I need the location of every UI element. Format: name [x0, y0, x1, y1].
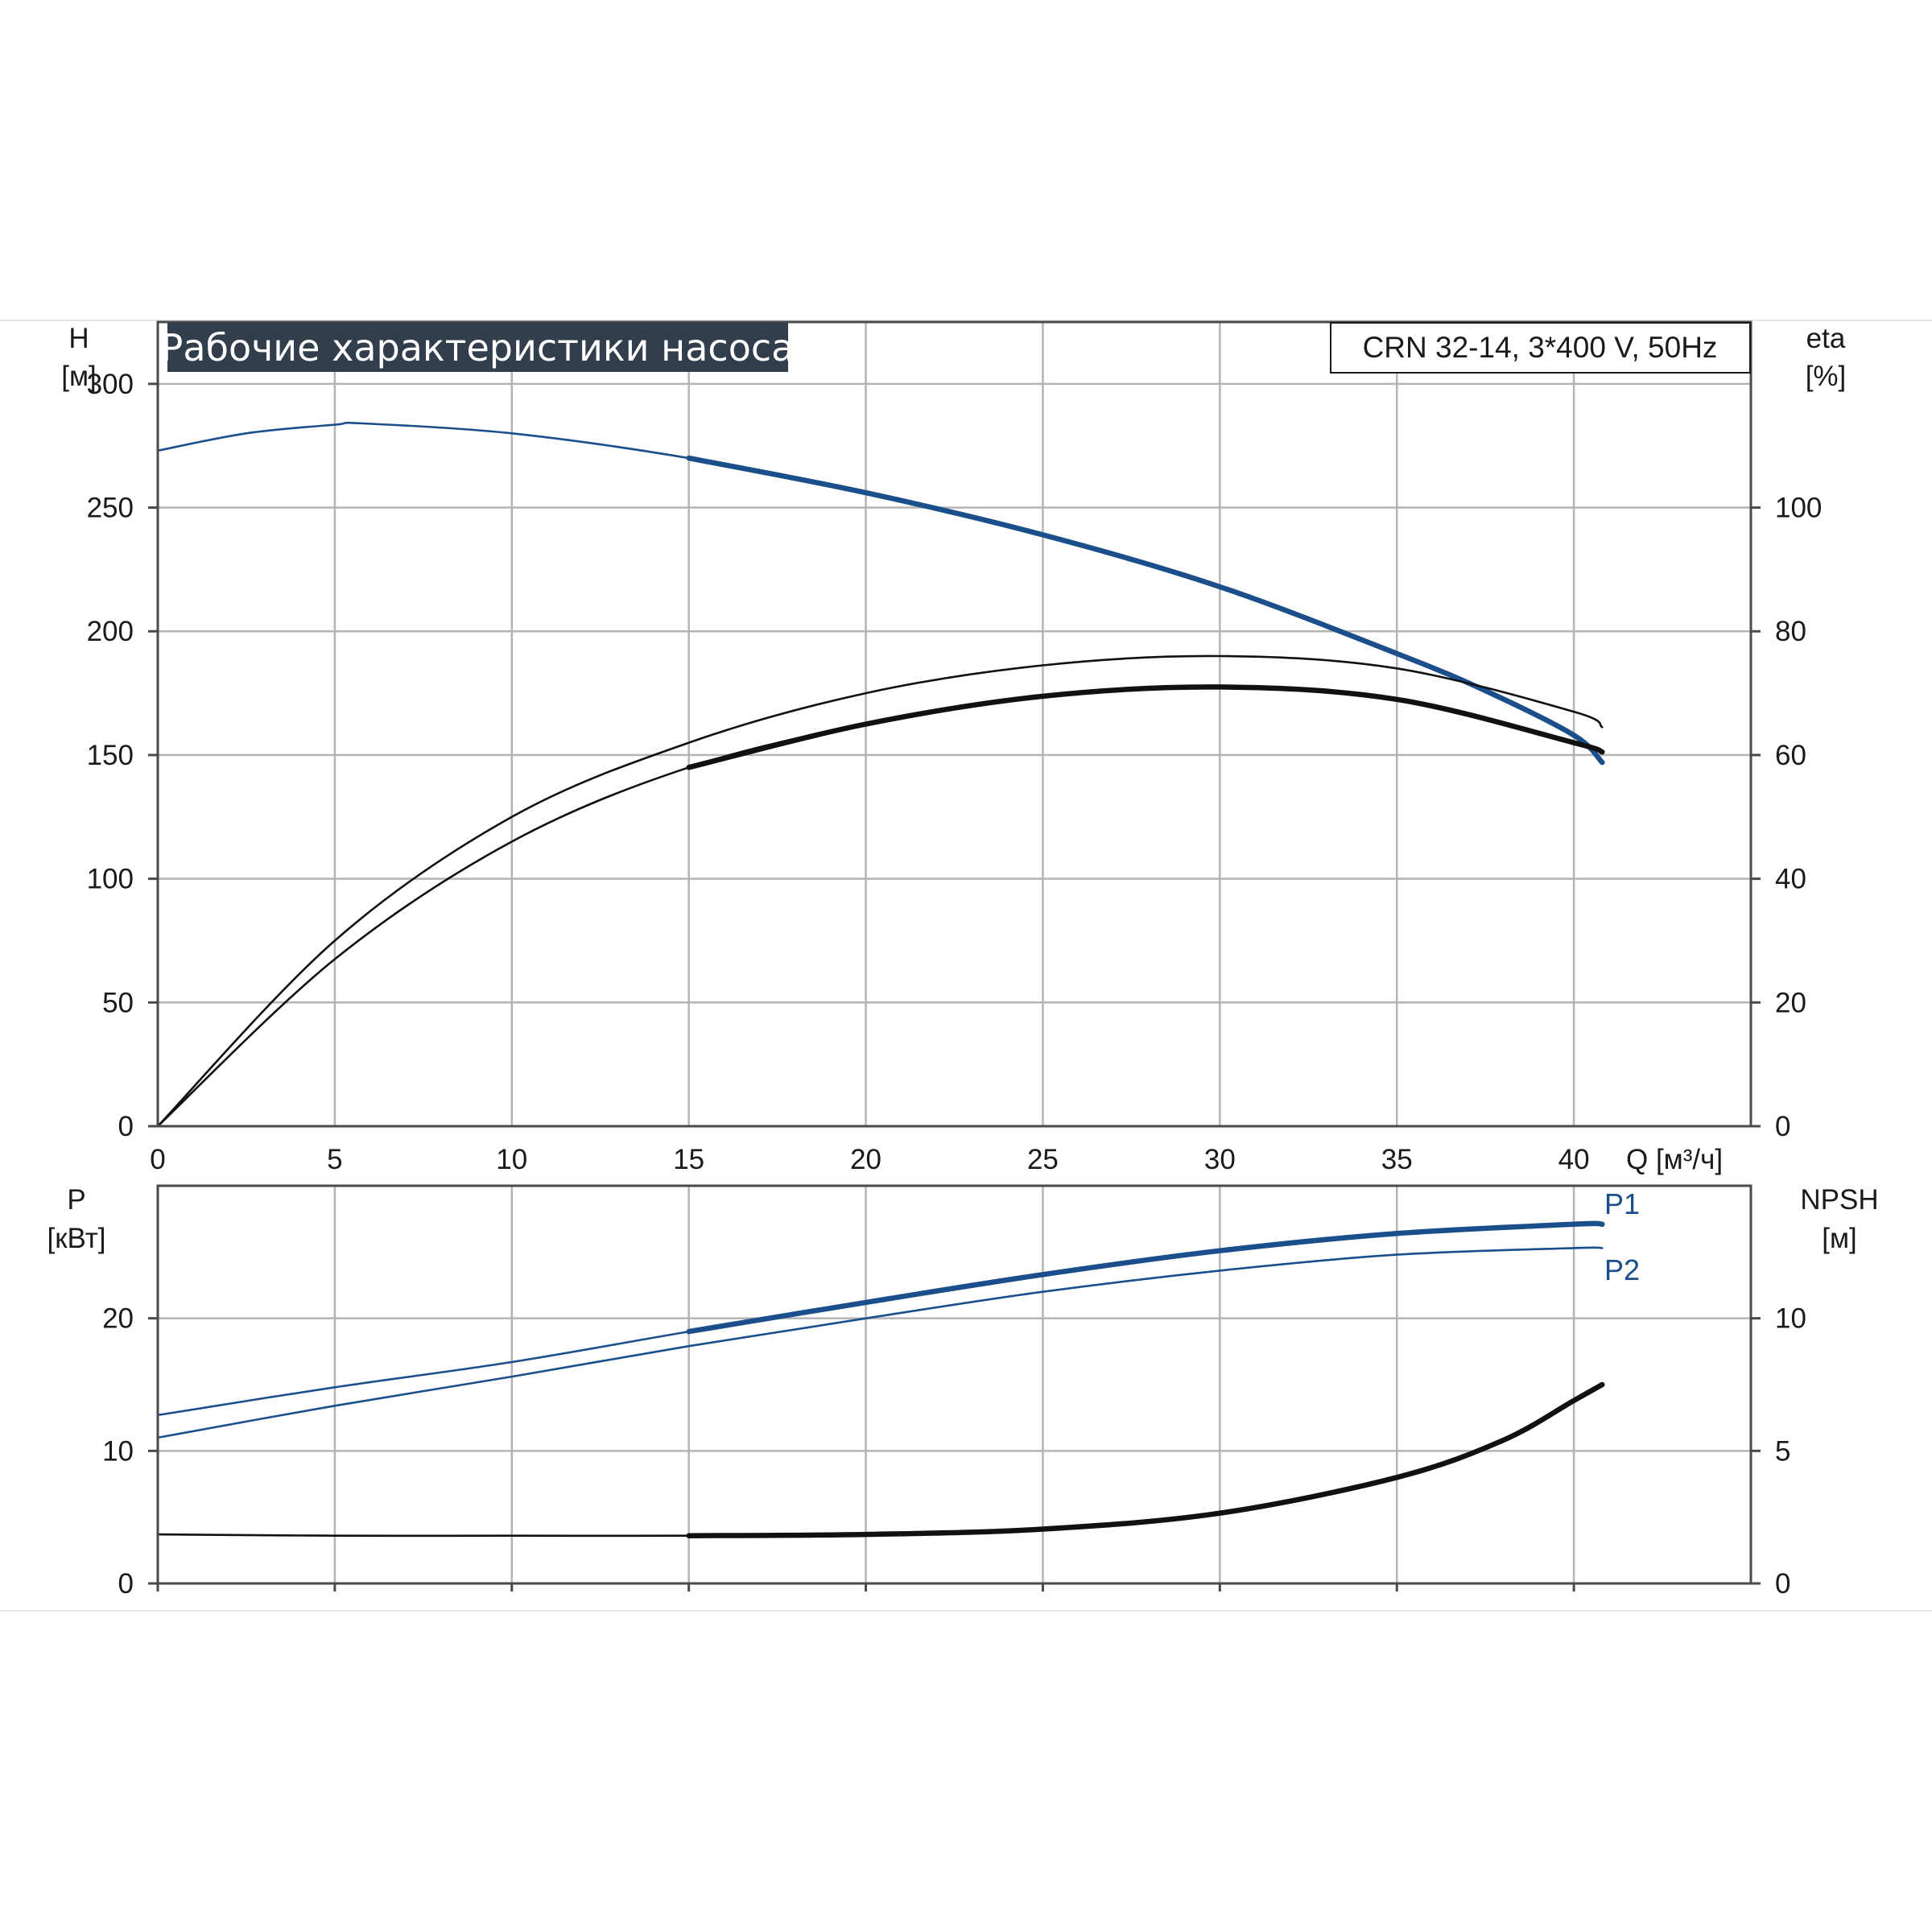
p2-series-label: P2 [1604, 1253, 1640, 1286]
series-NPSH-operating-range [686, 1381, 1605, 1538]
right-tick-label: 0 [1775, 1111, 1790, 1142]
x-tick-label: 30 [1204, 1144, 1236, 1175]
x-tick-label: 5 [327, 1144, 342, 1175]
npsh-axis-label: NPSH [1800, 1184, 1878, 1216]
right-tick-label: 10 [1775, 1303, 1806, 1335]
left-tick-label: 150 [87, 740, 134, 771]
left-tick-label: 20 [102, 1303, 134, 1335]
x-tick-label: 40 [1558, 1144, 1590, 1175]
x-tick-label: 0 [150, 1144, 165, 1175]
top-series-group [156, 421, 1605, 1128]
right-tick-label: 5 [1775, 1435, 1790, 1467]
eta-axis-ticks: 0 20 40 60 80 100 [1751, 493, 1822, 1142]
bottom-gridlines [156, 1186, 1751, 1585]
power-npsh-panel: 0 10 20 0 5 10 P [кВт] NPSH [м] P1 P2 [47, 1184, 1879, 1600]
x-tick-label: 10 [496, 1144, 527, 1175]
series-NPSH-line [156, 1383, 1604, 1538]
series-P2-line [156, 1246, 1604, 1439]
title-banner [167, 323, 788, 372]
head-efficiency-panel: 0 50 100 150 200 250 300 0 20 40 60 80 100 0 5 10 15 20… [61, 320, 1847, 1175]
right-tick-label: 80 [1775, 616, 1806, 647]
right-tick-label: 20 [1775, 987, 1806, 1018]
npsh-axis-ticks: 0 5 10 [1751, 1303, 1806, 1600]
x-tick-label: 15 [673, 1144, 704, 1175]
left-tick-label: 300 [87, 369, 134, 400]
bottom-series-group [156, 1220, 1605, 1591]
x-tick-label: 25 [1027, 1144, 1059, 1175]
right-tick-label: 100 [1775, 493, 1822, 524]
series-H-operating-range [686, 455, 1605, 766]
npsh-axis-unit: [м] [1822, 1223, 1857, 1254]
right-tick-label: 40 [1775, 864, 1806, 895]
right-tick-label: 60 [1775, 740, 1806, 771]
series-H-line [156, 421, 1604, 764]
head-axis-unit: [м] [61, 361, 97, 392]
x-tick-label: 20 [850, 1144, 881, 1175]
series-eta_lower-operating-range [686, 684, 1605, 770]
flow-axis-label: Q [м³/ч] [1626, 1144, 1723, 1175]
left-tick-label: 250 [87, 493, 134, 524]
series-P1-operating-range [686, 1220, 1605, 1335]
power-axis-unit: [кВт] [47, 1223, 106, 1254]
head-axis-label: H [68, 323, 89, 354]
left-tick-label: 0 [118, 1111, 134, 1142]
eta-axis-unit: [%] [1806, 361, 1847, 392]
left-tick-label: 10 [102, 1435, 134, 1467]
power-axis-label: P [67, 1184, 85, 1216]
series-eta_upper-line [156, 654, 1604, 1128]
p1-series-label: P1 [1604, 1187, 1640, 1220]
x-tick-label: 35 [1381, 1144, 1413, 1175]
chart-title: Рабочие характеристики насоса [161, 326, 795, 369]
head-axis-ticks: 0 50 100 150 200 250 300 [87, 369, 158, 1142]
left-tick-label: 100 [87, 864, 134, 895]
right-tick-label: 0 [1775, 1568, 1790, 1600]
model-box [1330, 322, 1751, 374]
model-label: CRN 32-14, 3*400 V, 50Hz [1363, 331, 1718, 364]
power-axis-ticks: 0 10 20 [102, 1303, 158, 1600]
left-tick-label: 50 [102, 987, 134, 1018]
eta-axis-label: eta [1806, 323, 1846, 354]
top-plot-frame [156, 320, 1752, 1128]
flow-axis-ticks: 0 5 10 15 20 25 30 35 40 [150, 1144, 1589, 1175]
left-tick-label: 200 [87, 616, 134, 647]
bottom-plot-frame [156, 1184, 1752, 1585]
left-tick-label: 0 [118, 1568, 134, 1600]
